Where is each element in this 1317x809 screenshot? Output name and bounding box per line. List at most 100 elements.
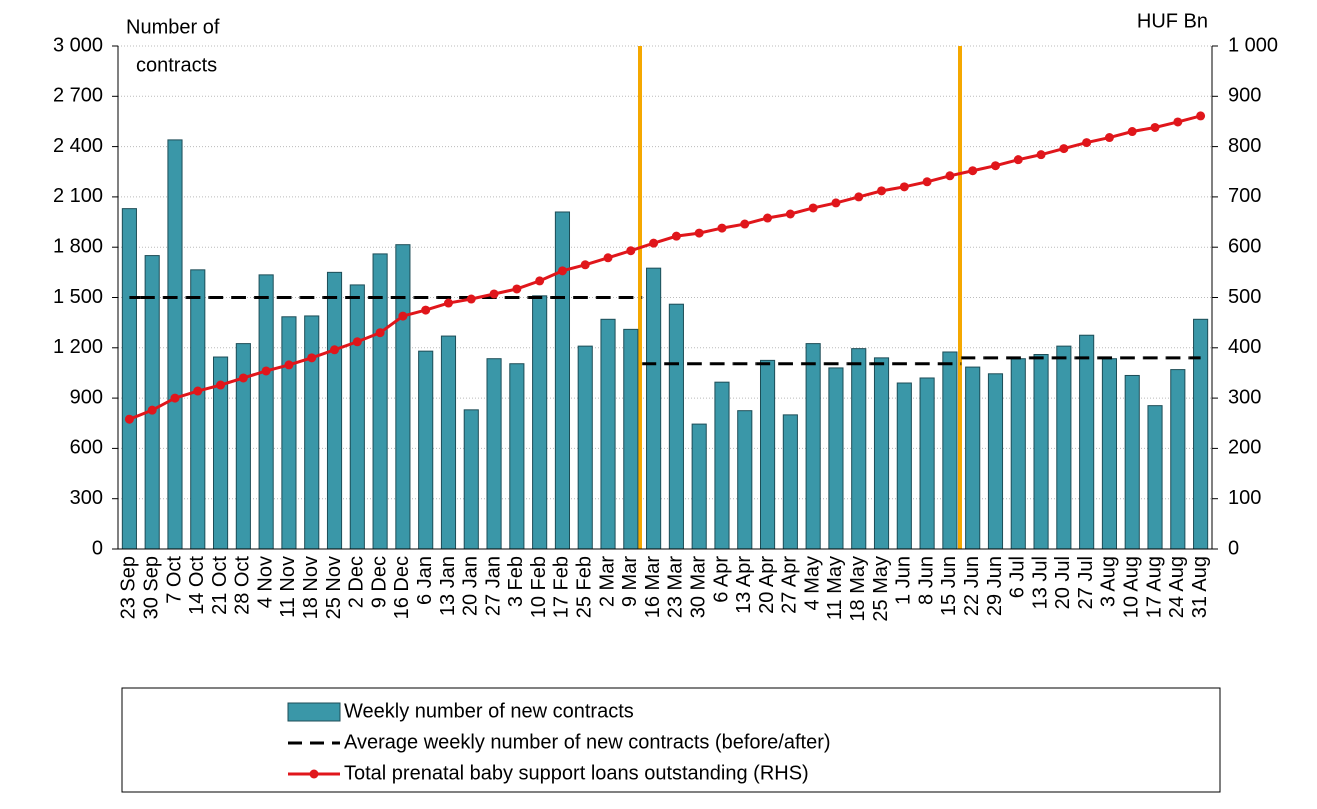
line-marker	[1104, 133, 1114, 143]
x-tick-label: 17 Aug	[1143, 556, 1165, 618]
x-tick-label: 3 Feb	[505, 556, 527, 607]
bar	[304, 315, 320, 550]
bar	[1170, 369, 1186, 550]
bar	[873, 357, 890, 550]
line-marker	[717, 223, 727, 233]
y-tick-label: 0	[92, 537, 103, 559]
line-marker	[1036, 150, 1046, 160]
x-tick-label: 17 Feb	[551, 556, 573, 618]
bar	[691, 423, 707, 550]
bar	[782, 414, 798, 550]
x-tick-label: 25 May	[870, 556, 892, 622]
x-tick-label: 4 May	[801, 556, 823, 610]
line-marker	[170, 393, 180, 403]
x-tick-label: 8 Jun	[915, 556, 937, 605]
y2-tick-label: 200	[1228, 437, 1261, 459]
bar	[942, 351, 958, 550]
line-marker	[854, 192, 864, 202]
x-tick-label: 11 May	[824, 556, 846, 620]
x-tick-label: 15 Jun	[938, 556, 960, 616]
line-marker	[261, 366, 271, 376]
bar	[532, 295, 548, 550]
x-tick-label: 16 Dec	[391, 556, 413, 619]
bar	[258, 274, 274, 550]
x-tick-label: 25 Feb	[574, 556, 596, 618]
line-marker	[1127, 127, 1137, 137]
bar	[440, 335, 457, 550]
line-marker	[557, 266, 567, 276]
y2-tick-label: 1 000	[1228, 34, 1278, 56]
x-tick-label: 3 Aug	[1098, 556, 1120, 607]
bar	[919, 377, 935, 550]
line-marker	[763, 213, 773, 223]
x-tick-label: 24 Aug	[1166, 556, 1188, 618]
x-tick-label: 22 Jun	[961, 556, 983, 616]
bar	[851, 348, 867, 550]
legend-label: Average weekly number of new contracts (…	[344, 731, 831, 753]
x-tick-label: 6 Jul	[1007, 556, 1029, 598]
y-tick-label: 2 100	[53, 185, 103, 207]
line-marker	[1150, 122, 1160, 132]
x-tick-label: 14 Oct	[186, 556, 208, 615]
line-marker	[922, 177, 932, 187]
y-axis-label: Number of	[126, 16, 220, 38]
bar	[1101, 358, 1118, 550]
y2-tick-label: 700	[1228, 185, 1261, 207]
line-marker	[466, 294, 476, 304]
line-marker	[899, 182, 909, 192]
x-tick-label: 16 Mar	[642, 556, 664, 619]
y-tick-label: 600	[70, 437, 103, 459]
x-tick-label: 23 Mar	[665, 556, 687, 619]
line-marker	[740, 219, 750, 229]
line-marker	[489, 289, 499, 299]
bar	[395, 244, 411, 550]
x-tick-label: 28 Oct	[232, 556, 254, 615]
bar	[1033, 354, 1049, 550]
x-tick-label: 10 Feb	[528, 556, 550, 618]
legend-swatch	[287, 702, 341, 722]
x-tick-label: 4 Nov	[254, 556, 276, 608]
y2-tick-label: 400	[1228, 336, 1261, 358]
bar	[1193, 318, 1209, 550]
y2-tick-label: 300	[1228, 386, 1261, 408]
bar	[167, 139, 183, 550]
bar	[896, 382, 912, 550]
line-marker	[968, 166, 978, 176]
line-marker	[785, 209, 795, 219]
line-marker	[877, 186, 887, 196]
bar	[418, 350, 434, 550]
y-tick-label: 3 000	[53, 34, 103, 56]
line-marker	[990, 161, 1000, 171]
y-tick-label: 900	[70, 386, 103, 408]
bar	[965, 366, 981, 550]
x-tick-label: 6 Jan	[414, 556, 436, 605]
legend-swatch	[309, 769, 319, 779]
line-marker	[1082, 138, 1092, 148]
x-tick-label: 29 Jun	[984, 556, 1006, 616]
x-tick-label: 1 Jun	[893, 556, 915, 605]
bar	[987, 373, 1004, 550]
x-tick-label: 18 May	[847, 556, 869, 622]
legend-label: Weekly number of new contracts	[344, 700, 634, 722]
bar	[1056, 345, 1072, 550]
line-marker	[421, 305, 431, 315]
y2-tick-label: 600	[1228, 235, 1261, 257]
line-marker	[443, 298, 453, 308]
bar	[1124, 374, 1140, 550]
y-axis-label: contracts	[136, 54, 217, 76]
x-tick-label: 25 Nov	[323, 556, 345, 619]
x-tick-label: 27 Apr	[779, 556, 801, 614]
line-marker	[216, 380, 226, 390]
y2-tick-label: 800	[1228, 135, 1261, 157]
y-tick-label: 1 800	[53, 235, 103, 257]
x-tick-label: 21 Oct	[209, 556, 231, 615]
line-marker	[831, 198, 841, 208]
bar	[646, 267, 662, 550]
line-marker	[375, 328, 385, 338]
bar	[737, 410, 753, 550]
x-tick-label: 18 Nov	[300, 556, 322, 619]
x-tick-label: 20 Jan	[460, 556, 482, 616]
y-tick-label: 300	[70, 487, 103, 509]
line-marker	[512, 284, 522, 294]
x-tick-label: 13 Jul	[1029, 556, 1051, 609]
